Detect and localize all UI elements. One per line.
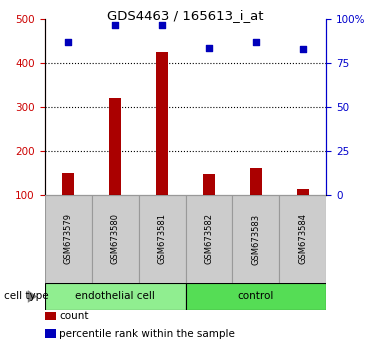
Text: endothelial cell: endothelial cell — [75, 291, 155, 302]
Bar — [45, 195, 92, 283]
Text: GDS4463 / 165613_i_at: GDS4463 / 165613_i_at — [107, 9, 264, 22]
Point — [112, 22, 118, 28]
Text: GSM673584: GSM673584 — [299, 213, 308, 264]
Polygon shape — [28, 290, 37, 303]
Point — [159, 22, 165, 28]
Bar — [45, 312, 56, 320]
Bar — [45, 329, 56, 338]
Bar — [297, 189, 309, 195]
Bar — [186, 195, 233, 283]
Bar — [203, 174, 215, 195]
Bar — [233, 195, 279, 283]
Bar — [138, 195, 186, 283]
Bar — [45, 283, 186, 310]
Bar — [186, 283, 326, 310]
Text: GSM673583: GSM673583 — [252, 213, 260, 264]
Bar — [92, 195, 138, 283]
Text: control: control — [238, 291, 274, 302]
Bar — [279, 195, 326, 283]
Point — [65, 39, 71, 45]
Point — [300, 46, 306, 52]
Text: GSM673579: GSM673579 — [63, 213, 72, 264]
Text: percentile rank within the sample: percentile rank within the sample — [59, 329, 235, 339]
Bar — [250, 169, 262, 195]
Point — [206, 45, 212, 50]
Point — [253, 39, 259, 45]
Text: count: count — [59, 311, 89, 321]
Bar — [109, 98, 121, 195]
Text: cell type: cell type — [4, 291, 48, 302]
Bar — [62, 173, 74, 195]
Text: GSM673582: GSM673582 — [204, 213, 213, 264]
Text: GSM673581: GSM673581 — [158, 213, 167, 264]
Bar — [156, 52, 168, 195]
Text: GSM673580: GSM673580 — [111, 213, 119, 264]
